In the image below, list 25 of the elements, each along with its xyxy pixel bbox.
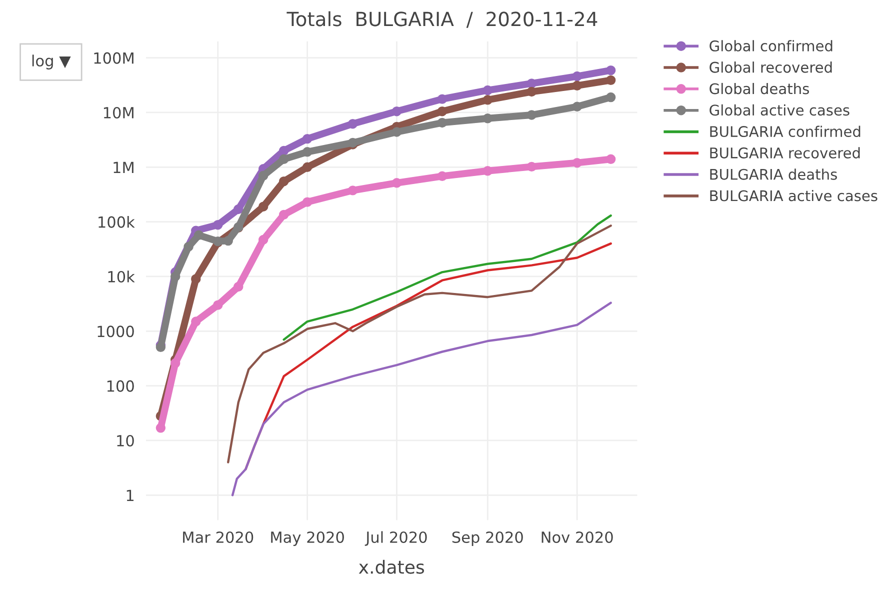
legend-label: BULGARIA active cases [710,190,878,202]
chart-title: Totals BULGARIA / 2020-11-24 [286,11,598,28]
y-tick-label: 10M [104,106,134,119]
x-tick-label: Jul 2020 [364,531,427,546]
text: log ▼ [32,54,71,70]
x-tick-label: Nov 2020 [542,531,613,544]
legend-label: BULGARIA deaths [710,168,837,180]
y-tick-label: 100 [107,380,134,392]
legend-label: Global deaths [710,82,809,94]
y-tick-label: 10 [117,434,134,447]
x-tick-label: Mar 2020 [183,531,254,544]
x-tick-label: May 2020 [271,531,344,546]
x-axis-title: x.dates [358,560,424,574]
legend-label: Global recovered [710,62,832,73]
y-tick-label: 1 [126,490,134,501]
y-tick-label: 1000 [98,326,134,338]
legend-label: Global confirmed [710,40,832,52]
legend-label: BULGARIA recovered [710,147,860,158]
y-tick-label: 1M [114,162,134,173]
y-tick-label: 100M [94,52,134,64]
x-tick-label: Sep 2020 [452,531,523,546]
legend-label: Global active cases [710,104,850,116]
y-tick-label: 100k [98,216,135,228]
y-tick-label: 10k [108,270,135,283]
legend-label: BULGARIA confirmed [710,126,860,138]
